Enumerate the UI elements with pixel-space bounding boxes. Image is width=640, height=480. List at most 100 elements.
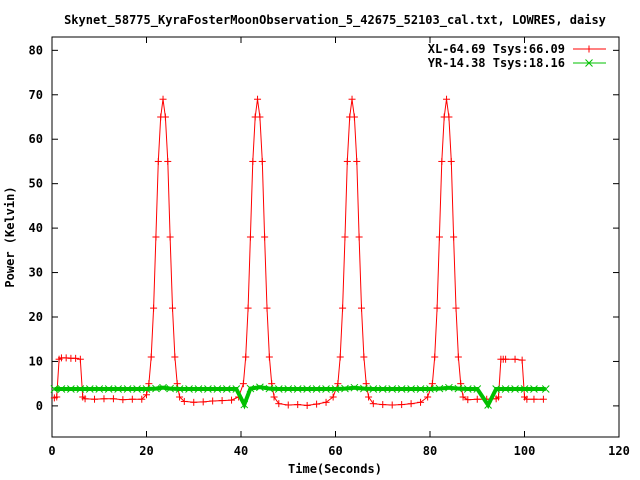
data-point <box>473 395 481 403</box>
legend-marker-0 <box>585 45 593 53</box>
marker-stroke <box>501 385 510 393</box>
data-point <box>143 391 150 399</box>
data-point <box>426 385 434 393</box>
data-point <box>57 385 66 393</box>
data-point <box>242 353 250 361</box>
marker-stroke <box>67 385 75 393</box>
data-point <box>501 385 510 393</box>
y-tick-label: 20 <box>29 310 43 324</box>
marker-stroke <box>246 384 255 393</box>
data-point <box>450 233 458 241</box>
marker-stroke <box>204 385 212 393</box>
x-tick-label: 0 <box>48 444 55 458</box>
data-point <box>445 383 453 392</box>
marker-stroke <box>194 385 203 393</box>
data-point <box>159 383 167 392</box>
data-point <box>213 385 222 393</box>
data-point <box>150 304 158 312</box>
data-point <box>270 393 278 401</box>
marker-stroke <box>213 385 222 393</box>
data-point <box>244 304 252 312</box>
marker-stroke <box>331 385 340 393</box>
y-tick-label: 60 <box>29 132 43 146</box>
marker-stroke <box>397 385 406 393</box>
marker-stroke <box>76 385 85 393</box>
series-layer <box>50 95 550 410</box>
data-point <box>164 157 172 165</box>
data-point <box>539 395 547 403</box>
data-point <box>166 384 174 393</box>
data-point <box>511 385 519 393</box>
x-tick-label: 100 <box>514 444 536 458</box>
marker-stroke <box>222 385 231 393</box>
data-point <box>343 157 351 165</box>
marker-stroke <box>445 383 453 392</box>
data-point <box>407 400 415 408</box>
marker-stroke <box>435 384 444 393</box>
data-point <box>159 95 167 103</box>
data-point <box>209 397 217 405</box>
data-point <box>142 385 151 393</box>
marker-stroke <box>463 385 472 393</box>
data-point <box>339 304 347 312</box>
data-point <box>360 353 368 361</box>
data-point <box>194 385 203 393</box>
marker-stroke <box>284 385 293 393</box>
marker-stroke <box>240 400 249 409</box>
data-point <box>104 385 113 393</box>
marker-stroke <box>473 385 482 393</box>
series-line-1 <box>54 385 546 410</box>
data-point <box>341 233 349 241</box>
data-point <box>100 395 108 403</box>
marker-stroke <box>426 385 434 393</box>
data-point <box>190 398 198 406</box>
data-point <box>85 385 94 393</box>
marker-stroke <box>388 385 397 393</box>
data-point <box>228 396 236 404</box>
x-tick-label: 120 <box>608 444 630 458</box>
data-point <box>541 385 550 393</box>
x-tick-label: 80 <box>423 444 437 458</box>
data-point <box>407 385 415 393</box>
data-point <box>67 385 75 393</box>
data-point <box>459 393 467 401</box>
data-point <box>431 353 439 361</box>
marker-stroke <box>57 385 66 393</box>
data-point <box>424 393 432 401</box>
data-point <box>518 356 526 364</box>
data-point <box>265 353 273 361</box>
marker-stroke <box>152 384 160 393</box>
data-point <box>473 385 482 393</box>
legend-label-yr: YR-14.38 Tsys:18.16 <box>428 56 565 70</box>
data-point <box>378 385 387 393</box>
data-point <box>50 385 59 393</box>
data-point <box>355 233 363 241</box>
marker-stroke <box>303 385 312 393</box>
data-point <box>379 401 387 409</box>
data-point <box>274 385 283 393</box>
marker-stroke <box>104 385 113 393</box>
marker-stroke <box>265 384 274 393</box>
series-line-0 <box>54 99 544 406</box>
marker-stroke <box>322 385 330 393</box>
data-point <box>464 396 472 404</box>
marker-stroke <box>541 385 550 393</box>
marker-stroke <box>185 385 193 393</box>
data-point <box>417 398 425 406</box>
data-point <box>312 385 321 393</box>
data-point <box>454 353 462 361</box>
data-point <box>222 385 231 393</box>
marker-stroke <box>520 385 529 393</box>
data-point <box>495 393 503 401</box>
data-point <box>357 304 365 312</box>
data-point <box>199 398 207 406</box>
data-point <box>433 304 441 312</box>
data-point <box>284 385 293 393</box>
y-tick-label: 0 <box>36 399 43 413</box>
data-point <box>388 401 396 409</box>
data-point <box>416 385 425 393</box>
data-point <box>147 353 155 361</box>
data-point <box>81 395 89 403</box>
data-point <box>438 157 446 165</box>
